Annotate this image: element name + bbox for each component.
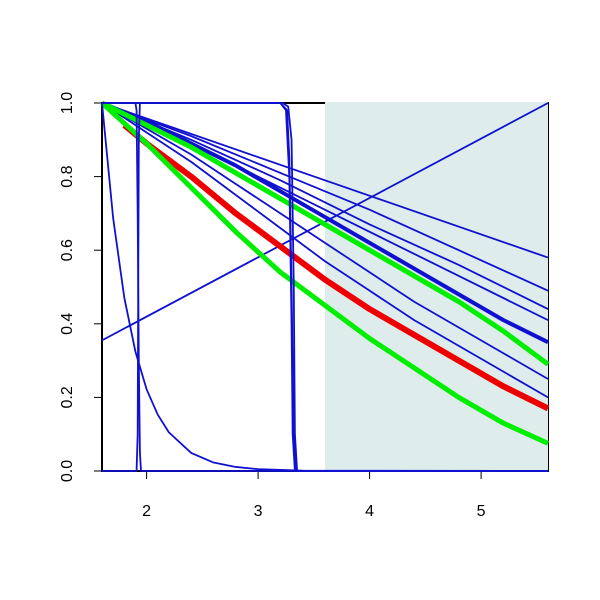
series-line bbox=[101, 102, 549, 310]
y-tick-label: 0.2 bbox=[59, 386, 76, 408]
series-line bbox=[122, 122, 550, 412]
series-line bbox=[101, 102, 549, 472]
series-line bbox=[101, 101, 549, 344]
series-line bbox=[100, 100, 550, 367]
series-line bbox=[101, 102, 549, 292]
y-tick-label: 1.0 bbox=[59, 92, 76, 114]
x-tick-label: 3 bbox=[254, 503, 263, 520]
series-line bbox=[102, 102, 548, 472]
y-tick-label: 0.0 bbox=[59, 460, 76, 482]
y-tick-label: 0.4 bbox=[59, 313, 76, 335]
series-line bbox=[101, 102, 549, 380]
x-tick-label: 2 bbox=[142, 503, 151, 520]
series-line bbox=[100, 101, 550, 446]
series-line bbox=[101, 102, 549, 259]
x-tick-label: 4 bbox=[365, 503, 374, 520]
x-tick-label: 5 bbox=[477, 503, 486, 520]
y-tick-label: 0.8 bbox=[59, 165, 76, 187]
series-line bbox=[101, 102, 549, 399]
y-tick-label: 0.6 bbox=[59, 239, 76, 261]
series-line bbox=[102, 102, 548, 472]
